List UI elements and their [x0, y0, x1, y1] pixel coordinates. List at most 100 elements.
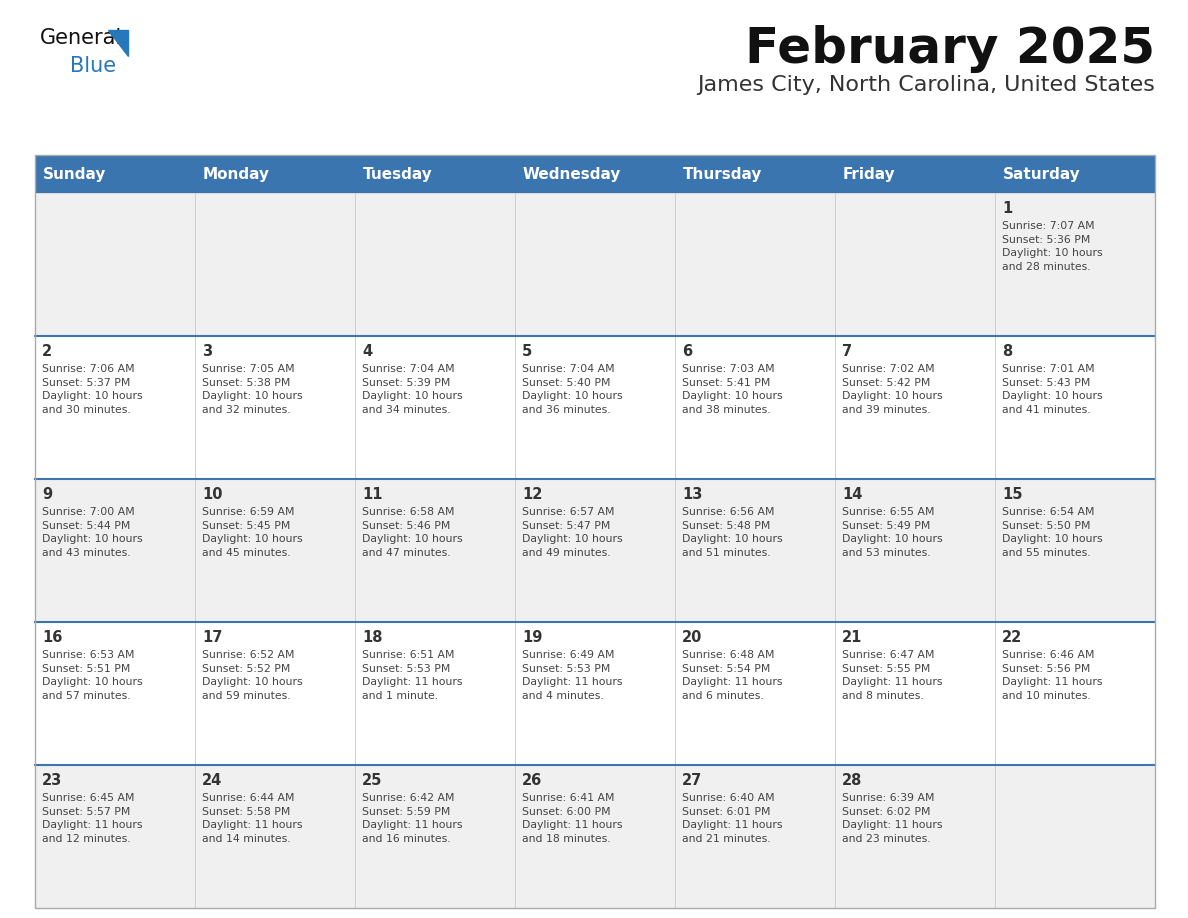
- Bar: [835, 765, 996, 908]
- Text: 1: 1: [1001, 201, 1012, 216]
- Text: 2: 2: [42, 344, 52, 359]
- Text: Sunday: Sunday: [43, 166, 107, 182]
- Polygon shape: [108, 30, 128, 56]
- Bar: [675, 193, 835, 336]
- Bar: [996, 479, 1155, 622]
- Text: Sunrise: 6:56 AM
Sunset: 5:48 PM
Daylight: 10 hours
and 51 minutes.: Sunrise: 6:56 AM Sunset: 5:48 PM Dayligh…: [682, 507, 783, 558]
- Text: 27: 27: [682, 773, 702, 788]
- Bar: [996, 765, 1155, 908]
- Text: 9: 9: [42, 487, 52, 502]
- Text: James City, North Carolina, United States: James City, North Carolina, United State…: [697, 75, 1155, 95]
- Text: Sunrise: 6:48 AM
Sunset: 5:54 PM
Daylight: 11 hours
and 6 minutes.: Sunrise: 6:48 AM Sunset: 5:54 PM Dayligh…: [682, 650, 783, 700]
- Text: Sunrise: 6:54 AM
Sunset: 5:50 PM
Daylight: 10 hours
and 55 minutes.: Sunrise: 6:54 AM Sunset: 5:50 PM Dayligh…: [1001, 507, 1102, 558]
- Text: 4: 4: [362, 344, 372, 359]
- Bar: [516, 479, 675, 622]
- Text: 14: 14: [842, 487, 862, 502]
- Bar: [675, 622, 835, 765]
- Text: 8: 8: [1001, 344, 1012, 359]
- Text: Sunrise: 7:06 AM
Sunset: 5:37 PM
Daylight: 10 hours
and 30 minutes.: Sunrise: 7:06 AM Sunset: 5:37 PM Dayligh…: [42, 364, 143, 415]
- Bar: [34, 193, 195, 336]
- Text: 19: 19: [522, 630, 543, 645]
- Bar: [195, 193, 355, 336]
- Text: Sunrise: 7:02 AM
Sunset: 5:42 PM
Daylight: 10 hours
and 39 minutes.: Sunrise: 7:02 AM Sunset: 5:42 PM Dayligh…: [842, 364, 942, 415]
- Text: Sunrise: 6:55 AM
Sunset: 5:49 PM
Daylight: 10 hours
and 53 minutes.: Sunrise: 6:55 AM Sunset: 5:49 PM Dayligh…: [842, 507, 942, 558]
- Text: Friday: Friday: [843, 166, 896, 182]
- Text: 3: 3: [202, 344, 213, 359]
- Text: 10: 10: [202, 487, 222, 502]
- Bar: [34, 155, 1155, 193]
- Text: 6: 6: [682, 344, 693, 359]
- Text: Sunrise: 6:47 AM
Sunset: 5:55 PM
Daylight: 11 hours
and 8 minutes.: Sunrise: 6:47 AM Sunset: 5:55 PM Dayligh…: [842, 650, 942, 700]
- Text: Sunrise: 6:39 AM
Sunset: 6:02 PM
Daylight: 11 hours
and 23 minutes.: Sunrise: 6:39 AM Sunset: 6:02 PM Dayligh…: [842, 793, 942, 844]
- Bar: [34, 155, 1155, 908]
- Text: Monday: Monday: [203, 166, 270, 182]
- Text: Sunrise: 6:53 AM
Sunset: 5:51 PM
Daylight: 10 hours
and 57 minutes.: Sunrise: 6:53 AM Sunset: 5:51 PM Dayligh…: [42, 650, 143, 700]
- Bar: [516, 765, 675, 908]
- Text: Sunrise: 6:44 AM
Sunset: 5:58 PM
Daylight: 11 hours
and 14 minutes.: Sunrise: 6:44 AM Sunset: 5:58 PM Dayligh…: [202, 793, 303, 844]
- Bar: [675, 336, 835, 479]
- Bar: [34, 479, 195, 622]
- Text: 26: 26: [522, 773, 542, 788]
- Bar: [835, 479, 996, 622]
- Text: Sunrise: 7:00 AM
Sunset: 5:44 PM
Daylight: 10 hours
and 43 minutes.: Sunrise: 7:00 AM Sunset: 5:44 PM Dayligh…: [42, 507, 143, 558]
- Text: Blue: Blue: [70, 56, 116, 76]
- Text: Sunrise: 6:49 AM
Sunset: 5:53 PM
Daylight: 11 hours
and 4 minutes.: Sunrise: 6:49 AM Sunset: 5:53 PM Dayligh…: [522, 650, 623, 700]
- Text: 17: 17: [202, 630, 222, 645]
- Bar: [195, 765, 355, 908]
- Text: Sunrise: 6:41 AM
Sunset: 6:00 PM
Daylight: 11 hours
and 18 minutes.: Sunrise: 6:41 AM Sunset: 6:00 PM Dayligh…: [522, 793, 623, 844]
- Bar: [996, 336, 1155, 479]
- Bar: [195, 622, 355, 765]
- Bar: [996, 622, 1155, 765]
- Text: 18: 18: [362, 630, 383, 645]
- Text: 20: 20: [682, 630, 702, 645]
- Bar: [516, 193, 675, 336]
- Text: 16: 16: [42, 630, 63, 645]
- Text: February 2025: February 2025: [745, 25, 1155, 73]
- Text: Saturday: Saturday: [1003, 166, 1081, 182]
- Text: 21: 21: [842, 630, 862, 645]
- Text: Sunrise: 6:58 AM
Sunset: 5:46 PM
Daylight: 10 hours
and 47 minutes.: Sunrise: 6:58 AM Sunset: 5:46 PM Dayligh…: [362, 507, 462, 558]
- Text: Sunrise: 6:45 AM
Sunset: 5:57 PM
Daylight: 11 hours
and 12 minutes.: Sunrise: 6:45 AM Sunset: 5:57 PM Dayligh…: [42, 793, 143, 844]
- Bar: [835, 622, 996, 765]
- Text: Sunrise: 6:46 AM
Sunset: 5:56 PM
Daylight: 11 hours
and 10 minutes.: Sunrise: 6:46 AM Sunset: 5:56 PM Dayligh…: [1001, 650, 1102, 700]
- Text: Sunrise: 7:01 AM
Sunset: 5:43 PM
Daylight: 10 hours
and 41 minutes.: Sunrise: 7:01 AM Sunset: 5:43 PM Dayligh…: [1001, 364, 1102, 415]
- Bar: [34, 622, 195, 765]
- Text: Sunrise: 6:42 AM
Sunset: 5:59 PM
Daylight: 11 hours
and 16 minutes.: Sunrise: 6:42 AM Sunset: 5:59 PM Dayligh…: [362, 793, 462, 844]
- Text: Sunrise: 6:59 AM
Sunset: 5:45 PM
Daylight: 10 hours
and 45 minutes.: Sunrise: 6:59 AM Sunset: 5:45 PM Dayligh…: [202, 507, 303, 558]
- Text: Sunrise: 7:04 AM
Sunset: 5:40 PM
Daylight: 10 hours
and 36 minutes.: Sunrise: 7:04 AM Sunset: 5:40 PM Dayligh…: [522, 364, 623, 415]
- Text: 25: 25: [362, 773, 383, 788]
- Bar: [355, 765, 516, 908]
- Text: 22: 22: [1001, 630, 1022, 645]
- Text: 28: 28: [842, 773, 862, 788]
- Text: Wednesday: Wednesday: [523, 166, 621, 182]
- Bar: [835, 336, 996, 479]
- Bar: [355, 336, 516, 479]
- Bar: [195, 479, 355, 622]
- Bar: [835, 193, 996, 336]
- Text: General: General: [40, 28, 122, 48]
- Text: 12: 12: [522, 487, 543, 502]
- Text: 24: 24: [202, 773, 222, 788]
- Bar: [195, 336, 355, 479]
- Text: 5: 5: [522, 344, 532, 359]
- Text: 13: 13: [682, 487, 702, 502]
- Text: 7: 7: [842, 344, 852, 359]
- Text: Sunrise: 6:57 AM
Sunset: 5:47 PM
Daylight: 10 hours
and 49 minutes.: Sunrise: 6:57 AM Sunset: 5:47 PM Dayligh…: [522, 507, 623, 558]
- Text: Sunrise: 7:07 AM
Sunset: 5:36 PM
Daylight: 10 hours
and 28 minutes.: Sunrise: 7:07 AM Sunset: 5:36 PM Dayligh…: [1001, 221, 1102, 272]
- Text: Sunrise: 7:05 AM
Sunset: 5:38 PM
Daylight: 10 hours
and 32 minutes.: Sunrise: 7:05 AM Sunset: 5:38 PM Dayligh…: [202, 364, 303, 415]
- Bar: [675, 765, 835, 908]
- Text: Sunrise: 6:52 AM
Sunset: 5:52 PM
Daylight: 10 hours
and 59 minutes.: Sunrise: 6:52 AM Sunset: 5:52 PM Dayligh…: [202, 650, 303, 700]
- Text: Tuesday: Tuesday: [364, 166, 432, 182]
- Bar: [355, 479, 516, 622]
- Text: Sunrise: 7:04 AM
Sunset: 5:39 PM
Daylight: 10 hours
and 34 minutes.: Sunrise: 7:04 AM Sunset: 5:39 PM Dayligh…: [362, 364, 462, 415]
- Text: 23: 23: [42, 773, 62, 788]
- Text: Thursday: Thursday: [683, 166, 763, 182]
- Text: 15: 15: [1001, 487, 1023, 502]
- Bar: [355, 622, 516, 765]
- Bar: [675, 479, 835, 622]
- Bar: [34, 765, 195, 908]
- Text: Sunrise: 6:51 AM
Sunset: 5:53 PM
Daylight: 11 hours
and 1 minute.: Sunrise: 6:51 AM Sunset: 5:53 PM Dayligh…: [362, 650, 462, 700]
- Bar: [516, 336, 675, 479]
- Text: Sunrise: 6:40 AM
Sunset: 6:01 PM
Daylight: 11 hours
and 21 minutes.: Sunrise: 6:40 AM Sunset: 6:01 PM Dayligh…: [682, 793, 783, 844]
- Bar: [516, 622, 675, 765]
